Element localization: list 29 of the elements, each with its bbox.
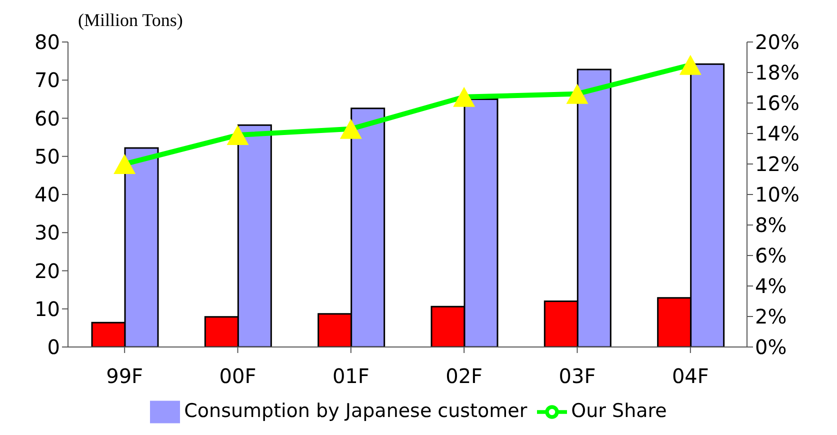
y2-tick-label: 10%: [755, 182, 800, 207]
x-tick-label: 01F: [332, 364, 370, 388]
y-tick-label: 70: [34, 68, 60, 92]
legend-label: Consumption by Japanese customer: [184, 400, 528, 422]
x-tick-label: 03F: [558, 364, 596, 388]
y-tick-label: 20: [34, 258, 60, 283]
y2-tick-label: 16%: [755, 91, 800, 116]
y-tick-label: 60: [34, 106, 60, 130]
y-tick-label: 30: [34, 220, 60, 245]
y2-tick-label: 0%: [755, 335, 787, 360]
y2-tick-label: 18%: [755, 60, 800, 85]
x-tick-label: 02F: [446, 364, 483, 388]
y-tick-label: 50: [34, 144, 60, 168]
y-tick-label: 40: [34, 182, 60, 207]
y-tick-label: 10: [34, 296, 60, 321]
y2-tick-label: 6%: [755, 244, 787, 268]
x-tick-label: 04F: [672, 364, 709, 388]
y2-tick-label: 4%: [755, 274, 787, 298]
y-tick-label: 0: [47, 335, 60, 360]
y2-tick-label: 14%: [755, 122, 800, 146]
y-tick-label: 80: [34, 30, 60, 54]
x-tick-label: 00F: [219, 364, 256, 388]
y2-tick-label: 20%: [755, 30, 800, 54]
y-axis-title: (Million Tons): [78, 10, 183, 31]
y2-tick-label: 2%: [755, 304, 787, 329]
legend-label: Our Share: [571, 400, 667, 422]
y2-tick-label: 12%: [755, 152, 800, 176]
x-tick-label: 99F: [106, 364, 144, 388]
y2-tick-label: 8%: [755, 213, 787, 238]
